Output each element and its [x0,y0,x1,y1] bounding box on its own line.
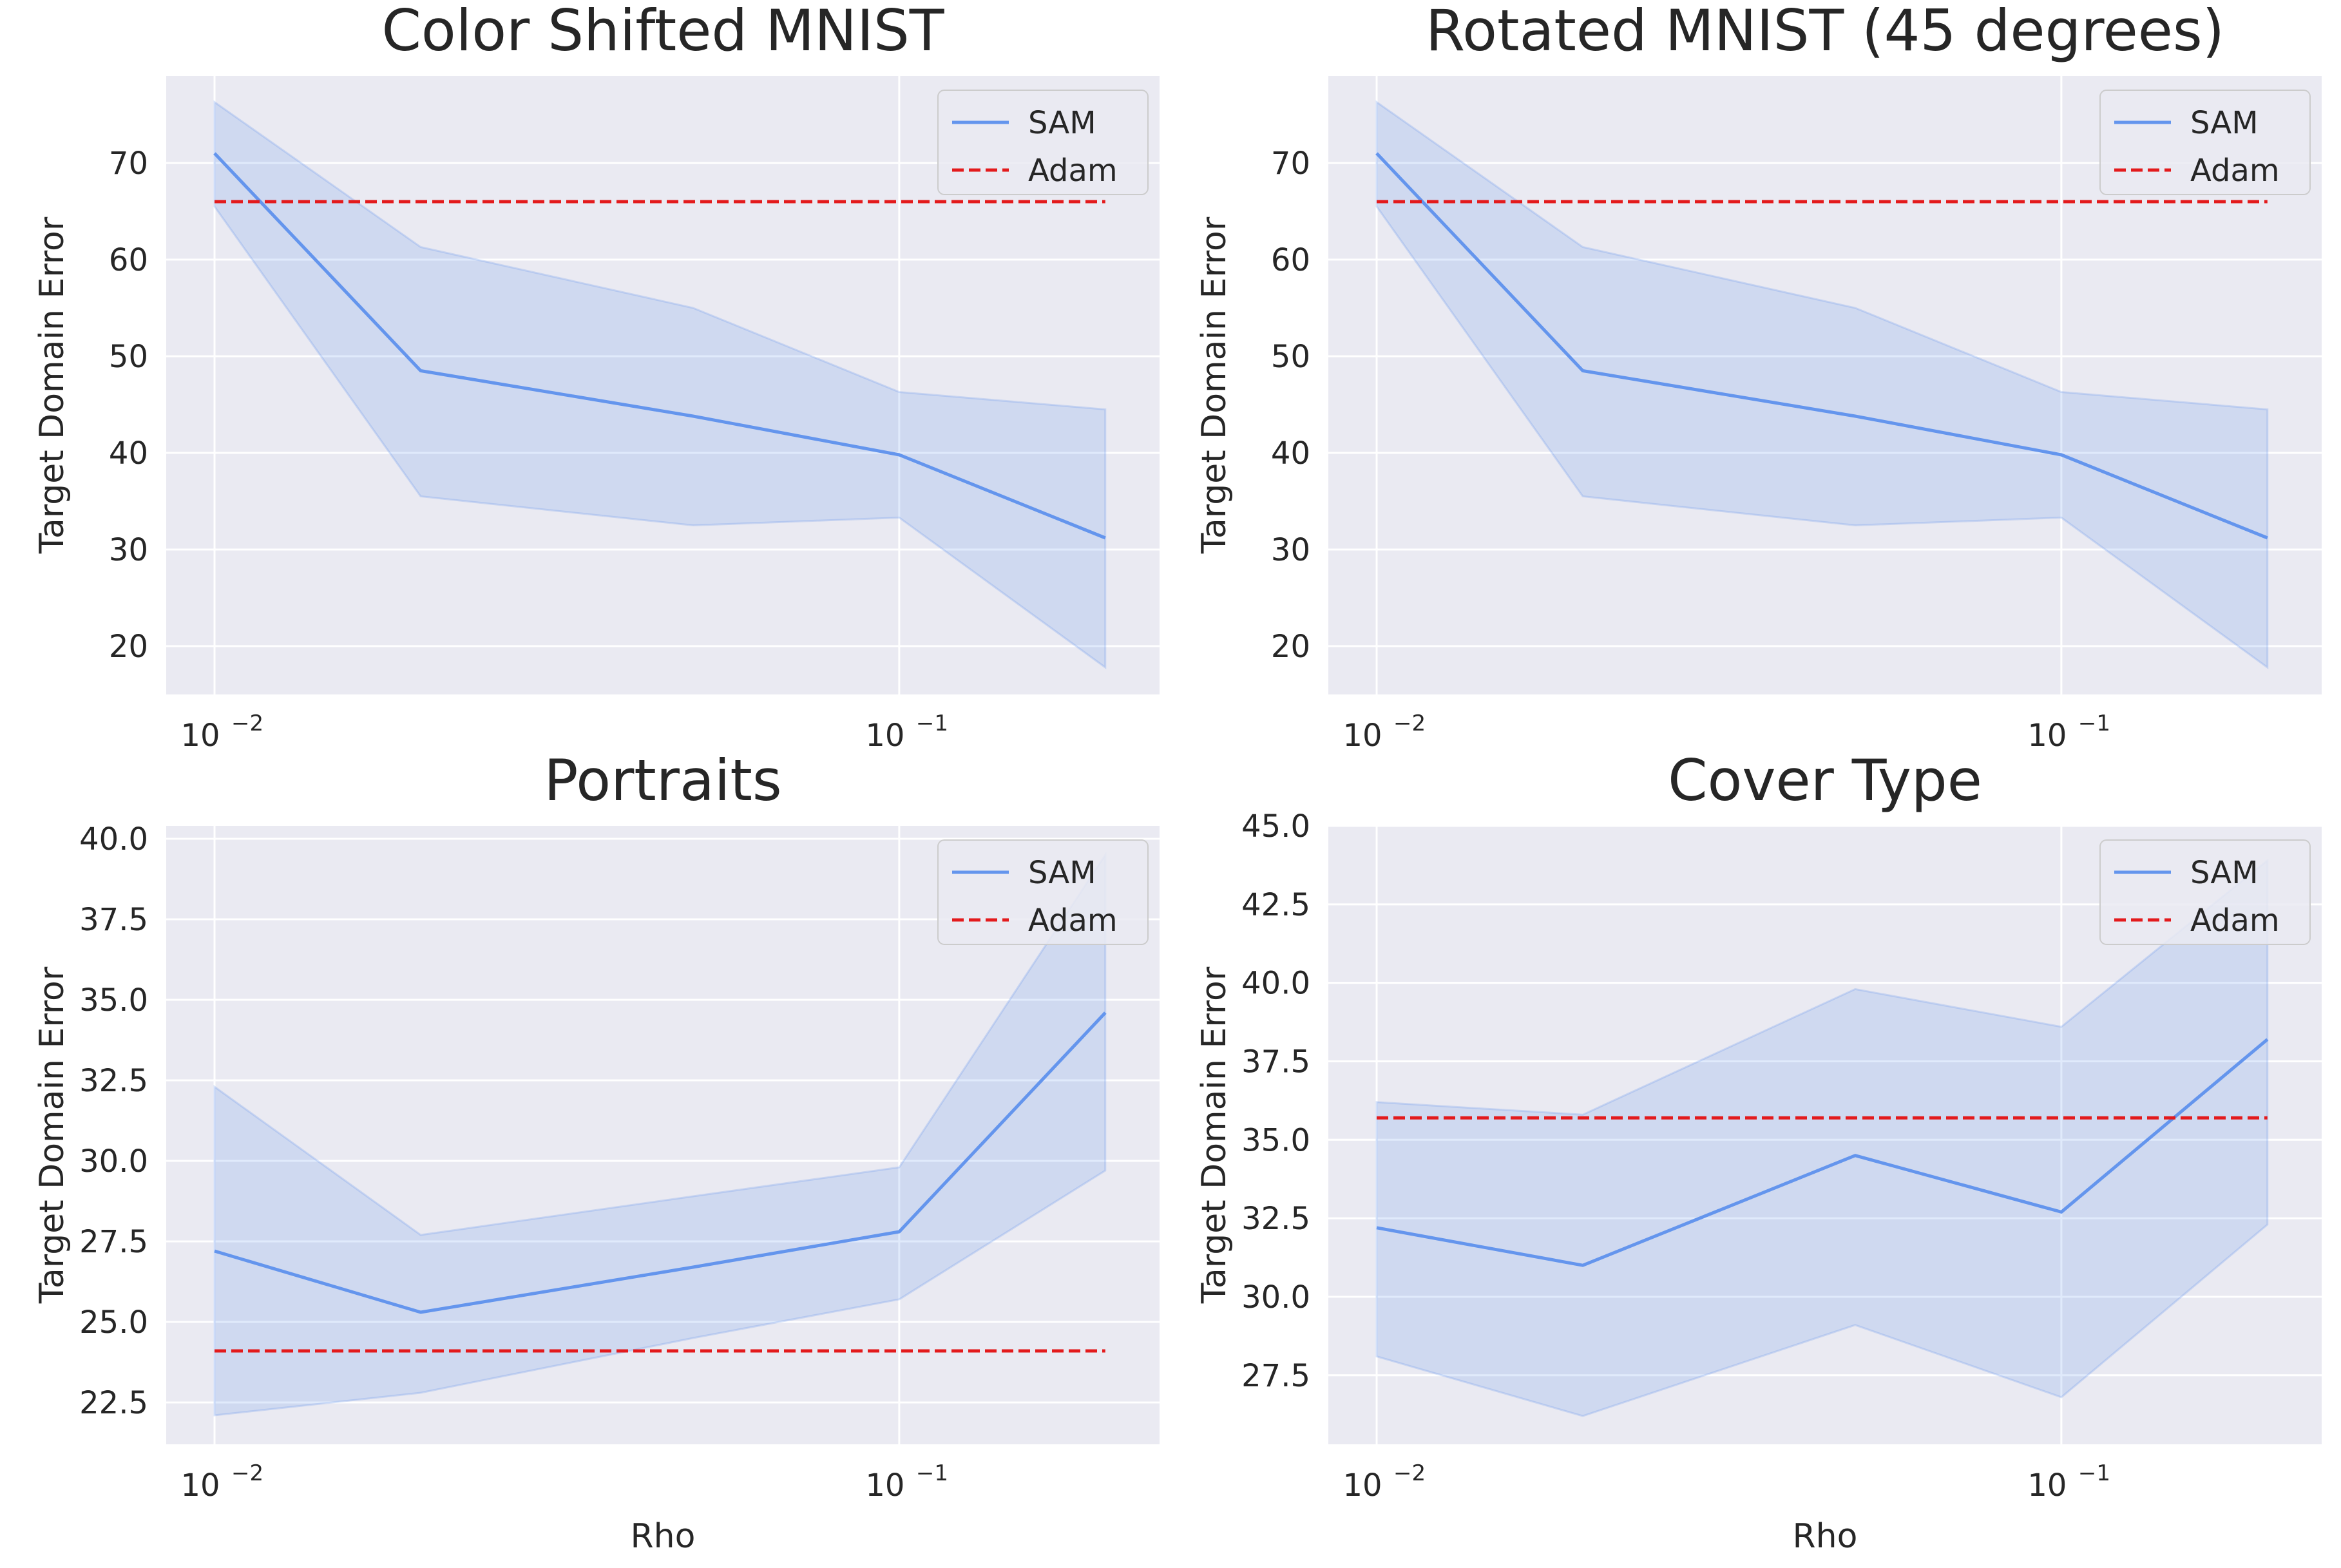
x-tick-exponent: −1 [916,711,948,736]
y-tick-label: 35.0 [1241,1122,1310,1158]
legend-label-sam: SAM [1028,105,1096,141]
y-tick-label: 37.5 [1241,1044,1310,1080]
y-axis-label: Target Domain Error [1195,966,1234,1304]
y-tick-label: 32.5 [79,1063,148,1099]
y-axis-label: Target Domain Error [1195,216,1234,554]
chart-panel-1: 20 30 40 50 60 70 10 −2 10 −1 Color Shifted MNIST T… [33,0,1160,754]
y-tick-label: 50 [1271,339,1310,375]
legend-label-sam: SAM [1028,855,1096,891]
y-tick-label: 40.0 [79,821,148,857]
x-tick-exponent: −2 [231,1460,263,1486]
y-tick-label: 50 [109,339,148,375]
x-axis-label: Rho [1793,1517,1858,1556]
legend-label-adam: Adam [2190,903,2280,939]
legend: SAM Adam [2099,839,2311,945]
x-tick-label: 10 [1342,718,1382,754]
x-tick-exponent: −1 [2078,1460,2110,1486]
y-tick-label: 27.5 [79,1224,148,1260]
y-tick-label: 35.0 [79,982,148,1018]
x-tick-label: 10 [865,1468,904,1504]
y-tick-label: 40 [109,435,148,472]
sam-confidence-band [1375,858,2269,1417]
chart-panel-2: 20 30 40 50 60 70 10 −2 10 −1 Rotated MNIST (45 de… [1195,0,2322,754]
y-tick-label: 30.0 [79,1143,148,1180]
y-tick-label: 30 [1271,532,1310,568]
y-tick-label: 40.0 [1241,966,1310,1002]
legend: SAM Adam [2099,90,2311,195]
y-tick-label: 27.5 [1241,1358,1310,1394]
y-tick-label: 20 [109,629,148,665]
chart-panel-3: 22.5 25.0 27.5 30.0 32.5 35.0 37.5 40.0 10 −2 10 −1… [33,747,1160,1556]
y-tick-label: 70 [109,146,148,182]
y-tick-label: 30 [109,532,148,568]
y-tick-label: 70 [1271,146,1310,182]
y-tick-label: 25.0 [79,1305,148,1341]
y-tick-label: 30.0 [1241,1279,1310,1315]
x-axis-label: Rho [631,1517,696,1556]
legend-label-adam: Adam [1028,153,1118,189]
y-tick-label: 37.5 [79,902,148,938]
x-tick-label: 10 [2027,718,2067,754]
x-tick-exponent: −2 [231,711,263,736]
x-tick-label: 10 [865,718,904,754]
legend: SAM Adam [937,839,1149,945]
x-tick-label: 10 [1342,1468,1382,1504]
chart-title: Rotated MNIST (45 degrees) [1426,0,2224,64]
y-tick-label: 60 [1271,242,1310,278]
sam-confidence-band [213,852,1107,1417]
legend-label-adam: Adam [2190,153,2280,189]
y-tick-label: 40 [1271,435,1310,472]
y-tick-label: 60 [109,242,148,278]
x-tick-exponent: −1 [2078,711,2110,736]
sam-confidence-band [1375,100,2269,669]
chart-title: Color Shifted MNIST [381,0,944,64]
chart-title: Portraits [544,747,781,814]
y-axis-label: Target Domain Error [33,216,72,554]
x-tick-label: 10 [180,718,220,754]
y-tick-label: 20 [1271,629,1310,665]
legend-label-sam: SAM [2190,105,2259,141]
x-tick-exponent: −1 [916,1460,948,1486]
y-axis-label: Target Domain Error [33,966,72,1304]
sam-confidence-band [213,100,1107,669]
x-tick-exponent: −2 [1393,1460,1426,1486]
y-tick-label: 22.5 [79,1385,148,1421]
x-tick-exponent: −2 [1393,711,1426,736]
chart-panel-4: 27.5 30.0 32.5 35.0 37.5 40.0 42.5 45.0 10 −2 10 −1… [1195,747,2322,1556]
y-tick-label: 42.5 [1241,887,1310,923]
y-tick-label: 45.0 [1241,808,1310,845]
y-tick-label: 32.5 [1241,1201,1310,1237]
legend: SAM Adam [937,90,1149,195]
chart-title: Cover Type [1668,747,1982,814]
legend-label-adam: Adam [1028,903,1118,939]
legend-label-sam: SAM [2190,855,2259,891]
x-tick-label: 10 [2027,1468,2067,1504]
x-tick-label: 10 [180,1468,220,1504]
